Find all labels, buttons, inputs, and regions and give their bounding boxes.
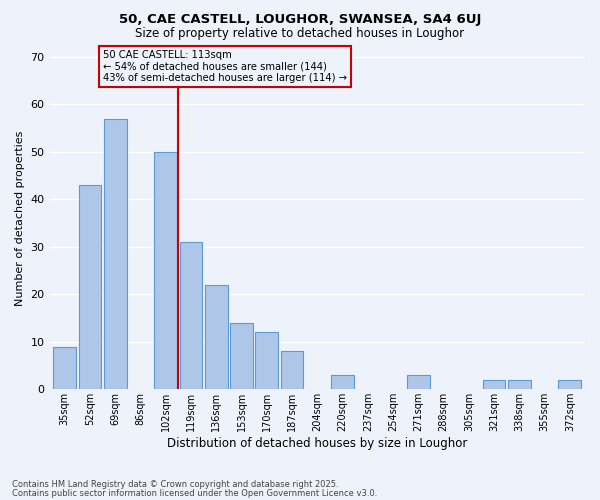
Bar <box>508 380 530 390</box>
Bar <box>331 375 354 390</box>
Bar <box>559 380 581 390</box>
Text: 50 CAE CASTELL: 113sqm
← 54% of detached houses are smaller (144)
43% of semi-de: 50 CAE CASTELL: 113sqm ← 54% of detached… <box>103 50 347 83</box>
Bar <box>483 380 505 390</box>
Text: Contains HM Land Registry data © Crown copyright and database right 2025.: Contains HM Land Registry data © Crown c… <box>12 480 338 489</box>
Text: Contains public sector information licensed under the Open Government Licence v3: Contains public sector information licen… <box>12 488 377 498</box>
Text: Size of property relative to detached houses in Loughor: Size of property relative to detached ho… <box>136 28 464 40</box>
Bar <box>154 152 177 390</box>
Text: 50, CAE CASTELL, LOUGHOR, SWANSEA, SA4 6UJ: 50, CAE CASTELL, LOUGHOR, SWANSEA, SA4 6… <box>119 12 481 26</box>
Bar <box>281 352 304 390</box>
Bar <box>79 185 101 390</box>
Bar <box>230 323 253 390</box>
Bar <box>407 375 430 390</box>
X-axis label: Distribution of detached houses by size in Loughor: Distribution of detached houses by size … <box>167 437 467 450</box>
Bar <box>256 332 278 390</box>
Bar <box>104 118 127 390</box>
Bar <box>53 346 76 390</box>
Bar <box>205 285 227 390</box>
Bar <box>179 242 202 390</box>
Y-axis label: Number of detached properties: Number of detached properties <box>15 130 25 306</box>
